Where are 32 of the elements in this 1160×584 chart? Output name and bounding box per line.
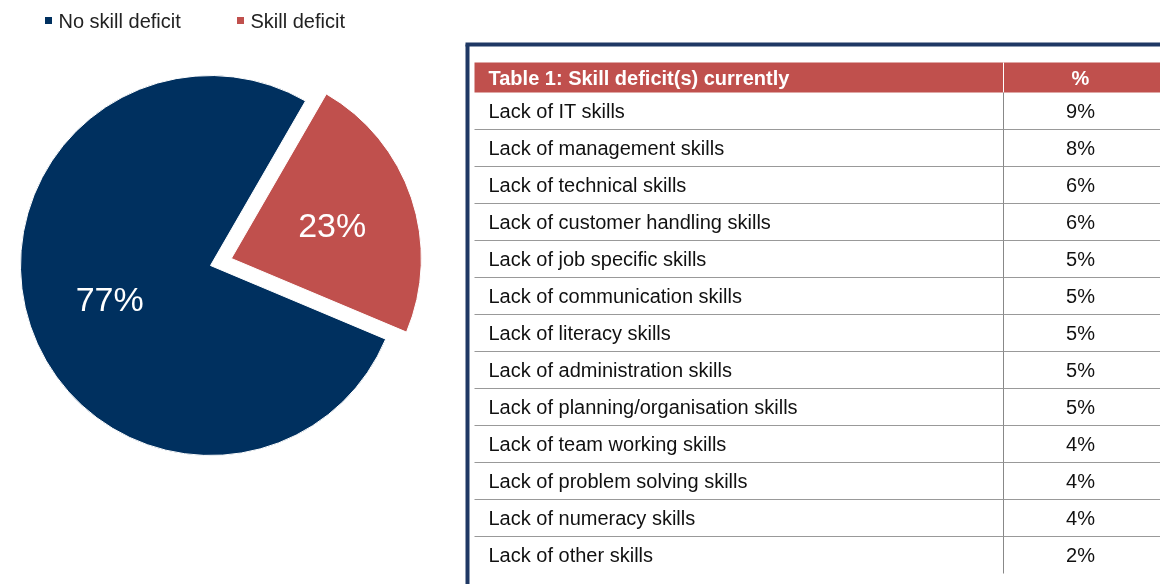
data-label: 23% bbox=[298, 205, 367, 244]
category-label: Lack of IT skills bbox=[488, 100, 625, 122]
data-label: 6% bbox=[1066, 174, 1096, 196]
data-label: 6% bbox=[1066, 211, 1096, 233]
category-label: Lack of management skills bbox=[488, 137, 725, 159]
data-label: 8% bbox=[1066, 137, 1096, 159]
category-label: Lack of numeracy skills bbox=[488, 507, 696, 529]
data-label: 2% bbox=[1066, 544, 1096, 566]
legend-label: No skill deficit bbox=[58, 9, 182, 32]
data-label: 5% bbox=[1066, 322, 1096, 344]
category-label: Lack of team working skills bbox=[488, 433, 727, 455]
data-label: 9% bbox=[1066, 100, 1096, 122]
category-label: Lack of planning/organisation skills bbox=[488, 396, 798, 418]
category-label: Lack of literacy skills bbox=[488, 322, 671, 344]
text: % bbox=[1071, 66, 1090, 89]
category-label: Lack of problem solving skills bbox=[488, 470, 748, 492]
data-label: 5% bbox=[1066, 359, 1096, 381]
data-label: 77% bbox=[75, 280, 144, 319]
data-label: 5% bbox=[1066, 396, 1096, 418]
data-label: 4% bbox=[1066, 470, 1096, 492]
category-label: Lack of other skills bbox=[488, 544, 654, 566]
text: Table 1: Skill deficit(s) currently bbox=[488, 66, 791, 89]
category-label: Lack of job specific skills bbox=[488, 248, 707, 270]
data-label: 4% bbox=[1066, 433, 1096, 455]
data-label: 5% bbox=[1066, 285, 1096, 307]
category-label: Lack of communication skills bbox=[488, 285, 742, 307]
category-label: Lack of customer handling skills bbox=[488, 211, 771, 233]
category-label: Lack of administration skills bbox=[488, 359, 732, 381]
legend-label: Skill deficit bbox=[250, 9, 346, 32]
data-label: 5% bbox=[1066, 248, 1096, 270]
data-label: 4% bbox=[1066, 507, 1096, 529]
category-label: Lack of technical skills bbox=[488, 174, 687, 196]
